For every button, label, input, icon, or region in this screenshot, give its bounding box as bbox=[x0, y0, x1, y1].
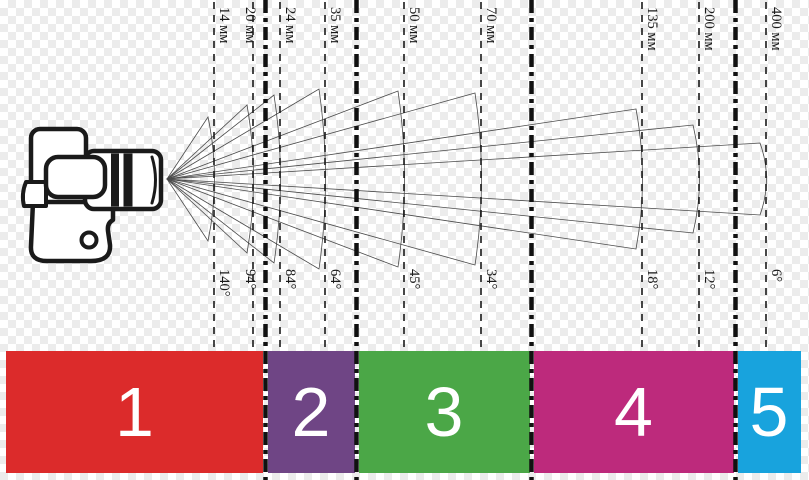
view-cone bbox=[166, 88, 326, 270]
focal-length-label: 200 мм bbox=[701, 7, 717, 51]
zone-number: 3 bbox=[424, 373, 464, 451]
camera-side-knob bbox=[20, 180, 48, 208]
view-angle-label: 84° bbox=[282, 269, 298, 290]
camera-detail-circle bbox=[79, 230, 99, 250]
view-angle-label: 140° bbox=[216, 269, 232, 297]
focal-length-label: 50 мм bbox=[406, 7, 422, 43]
camera-prism-housing bbox=[43, 154, 108, 200]
angle-of-view-cones bbox=[165, 88, 767, 270]
zone-number: 2 bbox=[291, 373, 331, 451]
focal-length-label: 20 мм bbox=[242, 7, 258, 43]
focal-length-label: 24 мм bbox=[282, 7, 298, 43]
lens-ring-1 bbox=[111, 153, 119, 207]
focal-length-label: 135 мм bbox=[644, 7, 660, 51]
view-cone bbox=[166, 94, 281, 264]
camera-illustration bbox=[20, 126, 164, 264]
focal-length-label: 70 мм bbox=[483, 7, 499, 43]
zone-number: 5 bbox=[749, 373, 789, 451]
zone-band: 2 bbox=[267, 351, 355, 473]
focal-length-label: 14 мм bbox=[216, 7, 232, 43]
zone-band: 4 bbox=[533, 351, 734, 473]
focal-length-lines bbox=[213, 2, 767, 350]
view-angle-label: 45° bbox=[406, 269, 422, 290]
zone-number: 4 bbox=[614, 373, 653, 451]
focal-length-label: 35 мм bbox=[327, 7, 343, 43]
view-cone bbox=[165, 92, 482, 266]
view-cone bbox=[166, 124, 700, 234]
zone-band: 3 bbox=[358, 351, 530, 473]
view-cone bbox=[166, 142, 767, 216]
lens-ring-2 bbox=[123, 153, 133, 207]
view-cone bbox=[166, 115, 215, 243]
lens-front-curve bbox=[150, 155, 157, 205]
view-cone bbox=[166, 108, 643, 250]
view-angle-label: 18° bbox=[644, 269, 660, 290]
zone-boundary-lines bbox=[263, 0, 738, 480]
view-angle-label: 94° bbox=[242, 269, 258, 290]
view-angle-label: 12° bbox=[701, 269, 717, 290]
zone-band: 1 bbox=[6, 351, 263, 473]
focal-length-labels: 14 мм 140° 20 мм 94° 24 мм 84° 35 мм 64° 50 мм 45… bbox=[216, 7, 784, 297]
view-angle-label: 6° bbox=[768, 269, 784, 282]
zone-band: 5 bbox=[737, 351, 801, 473]
view-angle-label: 34° bbox=[483, 269, 499, 290]
focal-length-label: 400 мм bbox=[768, 7, 784, 51]
view-angle-label: 64° bbox=[327, 269, 343, 290]
zone-number: 1 bbox=[115, 373, 154, 451]
view-cone bbox=[165, 90, 405, 268]
